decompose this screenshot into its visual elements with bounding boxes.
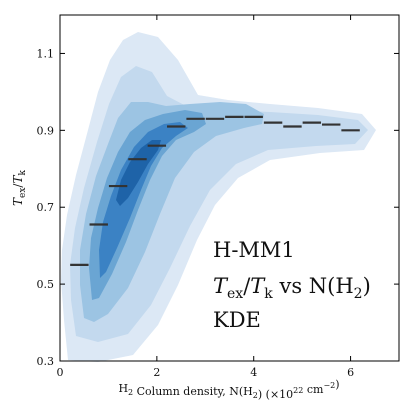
x-tick-label: 0: [57, 366, 64, 379]
binned-medians: [70, 115, 360, 266]
x-tick-label: 4: [250, 366, 257, 379]
x-tick-label: 2: [153, 366, 160, 379]
annotation-line: KDE: [213, 308, 261, 332]
y-tick-label: 0.7: [37, 201, 55, 214]
x-axis-ticks: 0 2 4 6: [57, 15, 354, 379]
kde-density-contours: [61, 32, 376, 362]
y-axis-ticks: 0.3 0.5 0.7 0.9 1.1: [37, 47, 399, 368]
kde-level-6: [116, 140, 161, 206]
y-tick-label: 0.9: [37, 124, 55, 137]
kde-level-4: [89, 110, 206, 300]
annotation-line: H-MM1: [213, 238, 295, 262]
y-axis-label: Tex/Tk: [11, 169, 28, 205]
plot-annotation: H-MM1 Tex/Tk vs N(H2) KDE: [213, 238, 371, 332]
y-tick-label: 0.3: [37, 355, 55, 368]
y-tick-label: 1.1: [37, 47, 55, 60]
annotation-line: Tex/Tk vs N(H2): [213, 274, 371, 302]
x-tick-label: 6: [347, 366, 354, 379]
y-tick-label: 0.5: [37, 278, 55, 291]
plot-frame: [59, 14, 400, 362]
